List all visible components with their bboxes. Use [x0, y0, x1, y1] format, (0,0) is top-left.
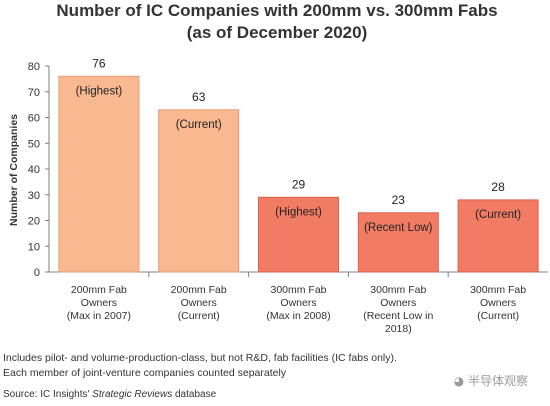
bar — [457, 199, 539, 273]
y-tick-label: 0 — [34, 267, 40, 279]
y-tick-label: 40 — [28, 164, 40, 176]
y-tick-label: 80 — [28, 61, 40, 73]
data-label: 28 — [491, 180, 505, 194]
y-tick-label: 30 — [28, 190, 40, 202]
source-publication: Strategic Reviews — [92, 389, 173, 400]
category-label: Owners — [81, 297, 117, 309]
y-tick-label: 50 — [28, 138, 40, 150]
bar-annotation: (Recent Low) — [364, 222, 433, 234]
category-label: 200mm Fab — [71, 284, 127, 296]
source-note: Source: IC Insights' Strategic Reviews d… — [3, 388, 216, 401]
bar — [357, 212, 439, 273]
source-prefix: Source: IC Insights' — [3, 389, 93, 400]
footnote-scope: Includes pilot- and volume-production-cl… — [3, 352, 397, 364]
y-tick-label: 60 — [28, 113, 40, 125]
bar — [158, 109, 240, 273]
category-label: (Max in 2008) — [266, 310, 330, 322]
bar — [58, 75, 140, 273]
category-label: (Max in 2007) — [67, 310, 131, 322]
source-suffix: database — [172, 389, 217, 400]
bar-annotation: (Current) — [475, 209, 521, 221]
watermark: ◕ 半导体观察 — [453, 374, 528, 388]
category-label: (Current) — [477, 310, 519, 322]
y-axis-label: Number of Companies — [8, 114, 20, 226]
category-label: Owners — [280, 297, 316, 309]
watermark-text: 半导体观察 — [467, 374, 528, 388]
category-label: 2018) — [385, 323, 412, 335]
category-label: 200mm Fab — [171, 284, 227, 296]
category-label: 300mm Fab — [370, 284, 426, 296]
category-label: 300mm Fab — [270, 284, 326, 296]
category-label: (Recent Low in — [363, 310, 433, 322]
y-tick-label: 70 — [28, 87, 40, 99]
category-label: (Current) — [178, 310, 220, 322]
bar-annotation: (Current) — [176, 119, 222, 131]
category-label: Owners — [181, 297, 217, 309]
data-label: 23 — [392, 193, 406, 207]
bar-annotation: (Highest) — [76, 85, 123, 97]
y-tick-label: 10 — [28, 241, 40, 253]
data-label: 29 — [292, 177, 306, 191]
data-label: 76 — [92, 56, 106, 70]
y-tick-label: 20 — [28, 216, 40, 228]
chart-title: Number of IC Companies with 200mm vs. 30… — [56, 1, 497, 20]
category-label: Owners — [480, 297, 516, 309]
footnote-jv: Each member of joint-venture companies c… — [3, 367, 287, 379]
bar — [258, 196, 339, 273]
data-label: 63 — [192, 90, 206, 104]
category-label: Owners — [380, 297, 416, 309]
chart-subtitle: (as of December 2020) — [187, 23, 367, 42]
bar-annotation: (Highest) — [275, 206, 322, 218]
category-label: 300mm Fab — [470, 284, 526, 296]
